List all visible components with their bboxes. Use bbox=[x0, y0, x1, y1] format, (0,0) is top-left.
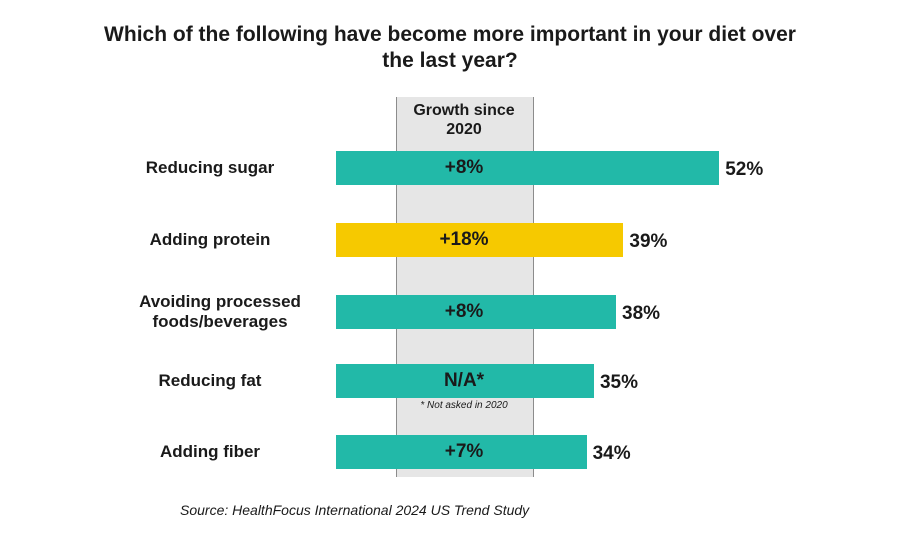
growth-value: +7% bbox=[444, 441, 484, 462]
chart-title: Which of the following have become more … bbox=[104, 23, 796, 72]
footnote: * Not asked in 2020 bbox=[420, 400, 508, 411]
bar bbox=[336, 151, 720, 185]
value-label: 38% bbox=[622, 303, 661, 324]
bar bbox=[336, 435, 587, 469]
category-label: Reducing fat bbox=[158, 371, 262, 390]
growth-value: +18% bbox=[439, 229, 489, 250]
source-note: Source: HealthFocus International 2024 U… bbox=[180, 502, 530, 518]
category-label: Adding protein bbox=[149, 230, 271, 249]
bar bbox=[336, 364, 594, 398]
bar bbox=[336, 295, 617, 329]
category-label: Reducing sugar bbox=[145, 158, 275, 177]
value-label: 34% bbox=[592, 443, 631, 464]
growth-column-header: Growth since 2020 bbox=[413, 102, 515, 138]
bar bbox=[336, 223, 624, 257]
value-label: 35% bbox=[599, 372, 638, 393]
value-label: 52% bbox=[725, 159, 764, 180]
value-label: 39% bbox=[629, 231, 668, 252]
growth-value: +8% bbox=[444, 301, 484, 322]
growth-value: +8% bbox=[444, 157, 484, 178]
category-label: Avoiding processed foods/beverages bbox=[139, 292, 301, 331]
category-label: Adding fiber bbox=[159, 442, 261, 461]
growth-value: N/A* bbox=[443, 370, 485, 391]
